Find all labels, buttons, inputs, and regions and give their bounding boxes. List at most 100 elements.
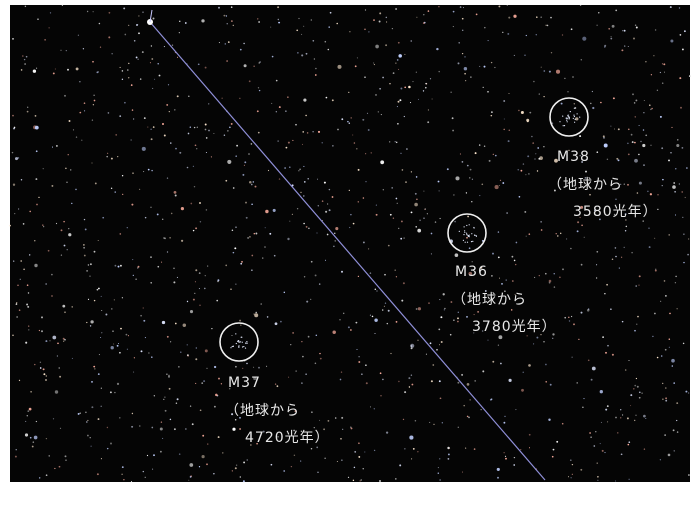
star — [152, 88, 153, 89]
star — [315, 274, 317, 276]
star — [43, 226, 44, 227]
star — [280, 321, 282, 323]
star — [49, 455, 50, 456]
star — [545, 381, 547, 383]
star — [303, 99, 306, 102]
star — [145, 337, 146, 338]
star — [195, 144, 197, 146]
star — [636, 324, 637, 325]
star — [139, 189, 140, 190]
star — [16, 316, 17, 317]
star — [235, 366, 237, 368]
cluster-star — [564, 125, 565, 126]
star — [526, 35, 527, 36]
star — [128, 77, 129, 78]
star — [317, 179, 318, 180]
star — [166, 373, 167, 374]
star — [300, 461, 301, 462]
star — [138, 32, 140, 34]
star — [78, 413, 80, 415]
star — [325, 260, 326, 261]
star — [88, 264, 89, 265]
star — [225, 265, 227, 267]
star — [177, 57, 178, 58]
star — [543, 341, 544, 342]
star — [465, 80, 466, 81]
star — [326, 97, 328, 99]
star — [236, 145, 238, 147]
star — [322, 142, 323, 143]
star-field: M38（地球から3580光年）M36（地球から3780光年）M37（地球から47… — [0, 0, 700, 508]
star — [643, 415, 646, 418]
star — [374, 408, 375, 409]
star — [597, 476, 599, 478]
star — [479, 66, 480, 67]
star — [187, 301, 188, 302]
star — [264, 246, 266, 248]
star — [100, 406, 101, 407]
star — [405, 181, 407, 183]
star — [45, 379, 47, 381]
star — [179, 152, 181, 154]
star — [164, 396, 165, 397]
star — [242, 174, 244, 176]
star — [297, 208, 298, 209]
star — [622, 321, 624, 323]
star — [514, 55, 515, 56]
star — [539, 93, 540, 94]
star — [83, 247, 85, 249]
star — [560, 233, 561, 234]
star — [363, 241, 365, 243]
cluster-star — [467, 242, 468, 243]
cluster-star — [573, 115, 574, 116]
star — [632, 93, 634, 95]
star — [432, 364, 434, 366]
star — [428, 10, 430, 12]
star — [296, 371, 297, 372]
star — [364, 29, 366, 31]
star — [271, 103, 272, 104]
star — [85, 228, 87, 230]
star — [611, 36, 612, 37]
star — [132, 413, 133, 414]
star — [398, 381, 399, 382]
star — [208, 103, 209, 104]
star — [404, 86, 406, 88]
cluster-name: M37 — [228, 375, 261, 391]
star — [403, 282, 405, 284]
star — [389, 141, 390, 142]
star — [284, 292, 285, 293]
star — [378, 111, 379, 112]
star — [505, 456, 506, 457]
star — [414, 203, 418, 207]
star — [231, 20, 232, 21]
star — [108, 112, 110, 114]
star — [511, 256, 513, 258]
star — [101, 332, 102, 333]
star — [90, 437, 91, 438]
star — [190, 476, 192, 478]
star — [400, 238, 402, 240]
cluster-star — [236, 343, 237, 344]
star — [20, 279, 21, 280]
star — [597, 480, 598, 481]
star — [196, 148, 197, 149]
star — [404, 391, 406, 393]
star — [50, 12, 51, 13]
star — [327, 420, 329, 422]
star — [230, 288, 231, 289]
star — [124, 102, 126, 104]
star — [216, 300, 218, 302]
star — [397, 59, 399, 61]
star — [302, 144, 303, 145]
star — [187, 344, 188, 345]
star — [423, 22, 425, 24]
star — [24, 59, 25, 60]
star — [178, 366, 179, 367]
star — [110, 443, 112, 445]
star — [635, 116, 636, 117]
star — [457, 321, 459, 323]
star — [431, 233, 433, 235]
star — [672, 365, 674, 367]
star — [402, 169, 404, 171]
